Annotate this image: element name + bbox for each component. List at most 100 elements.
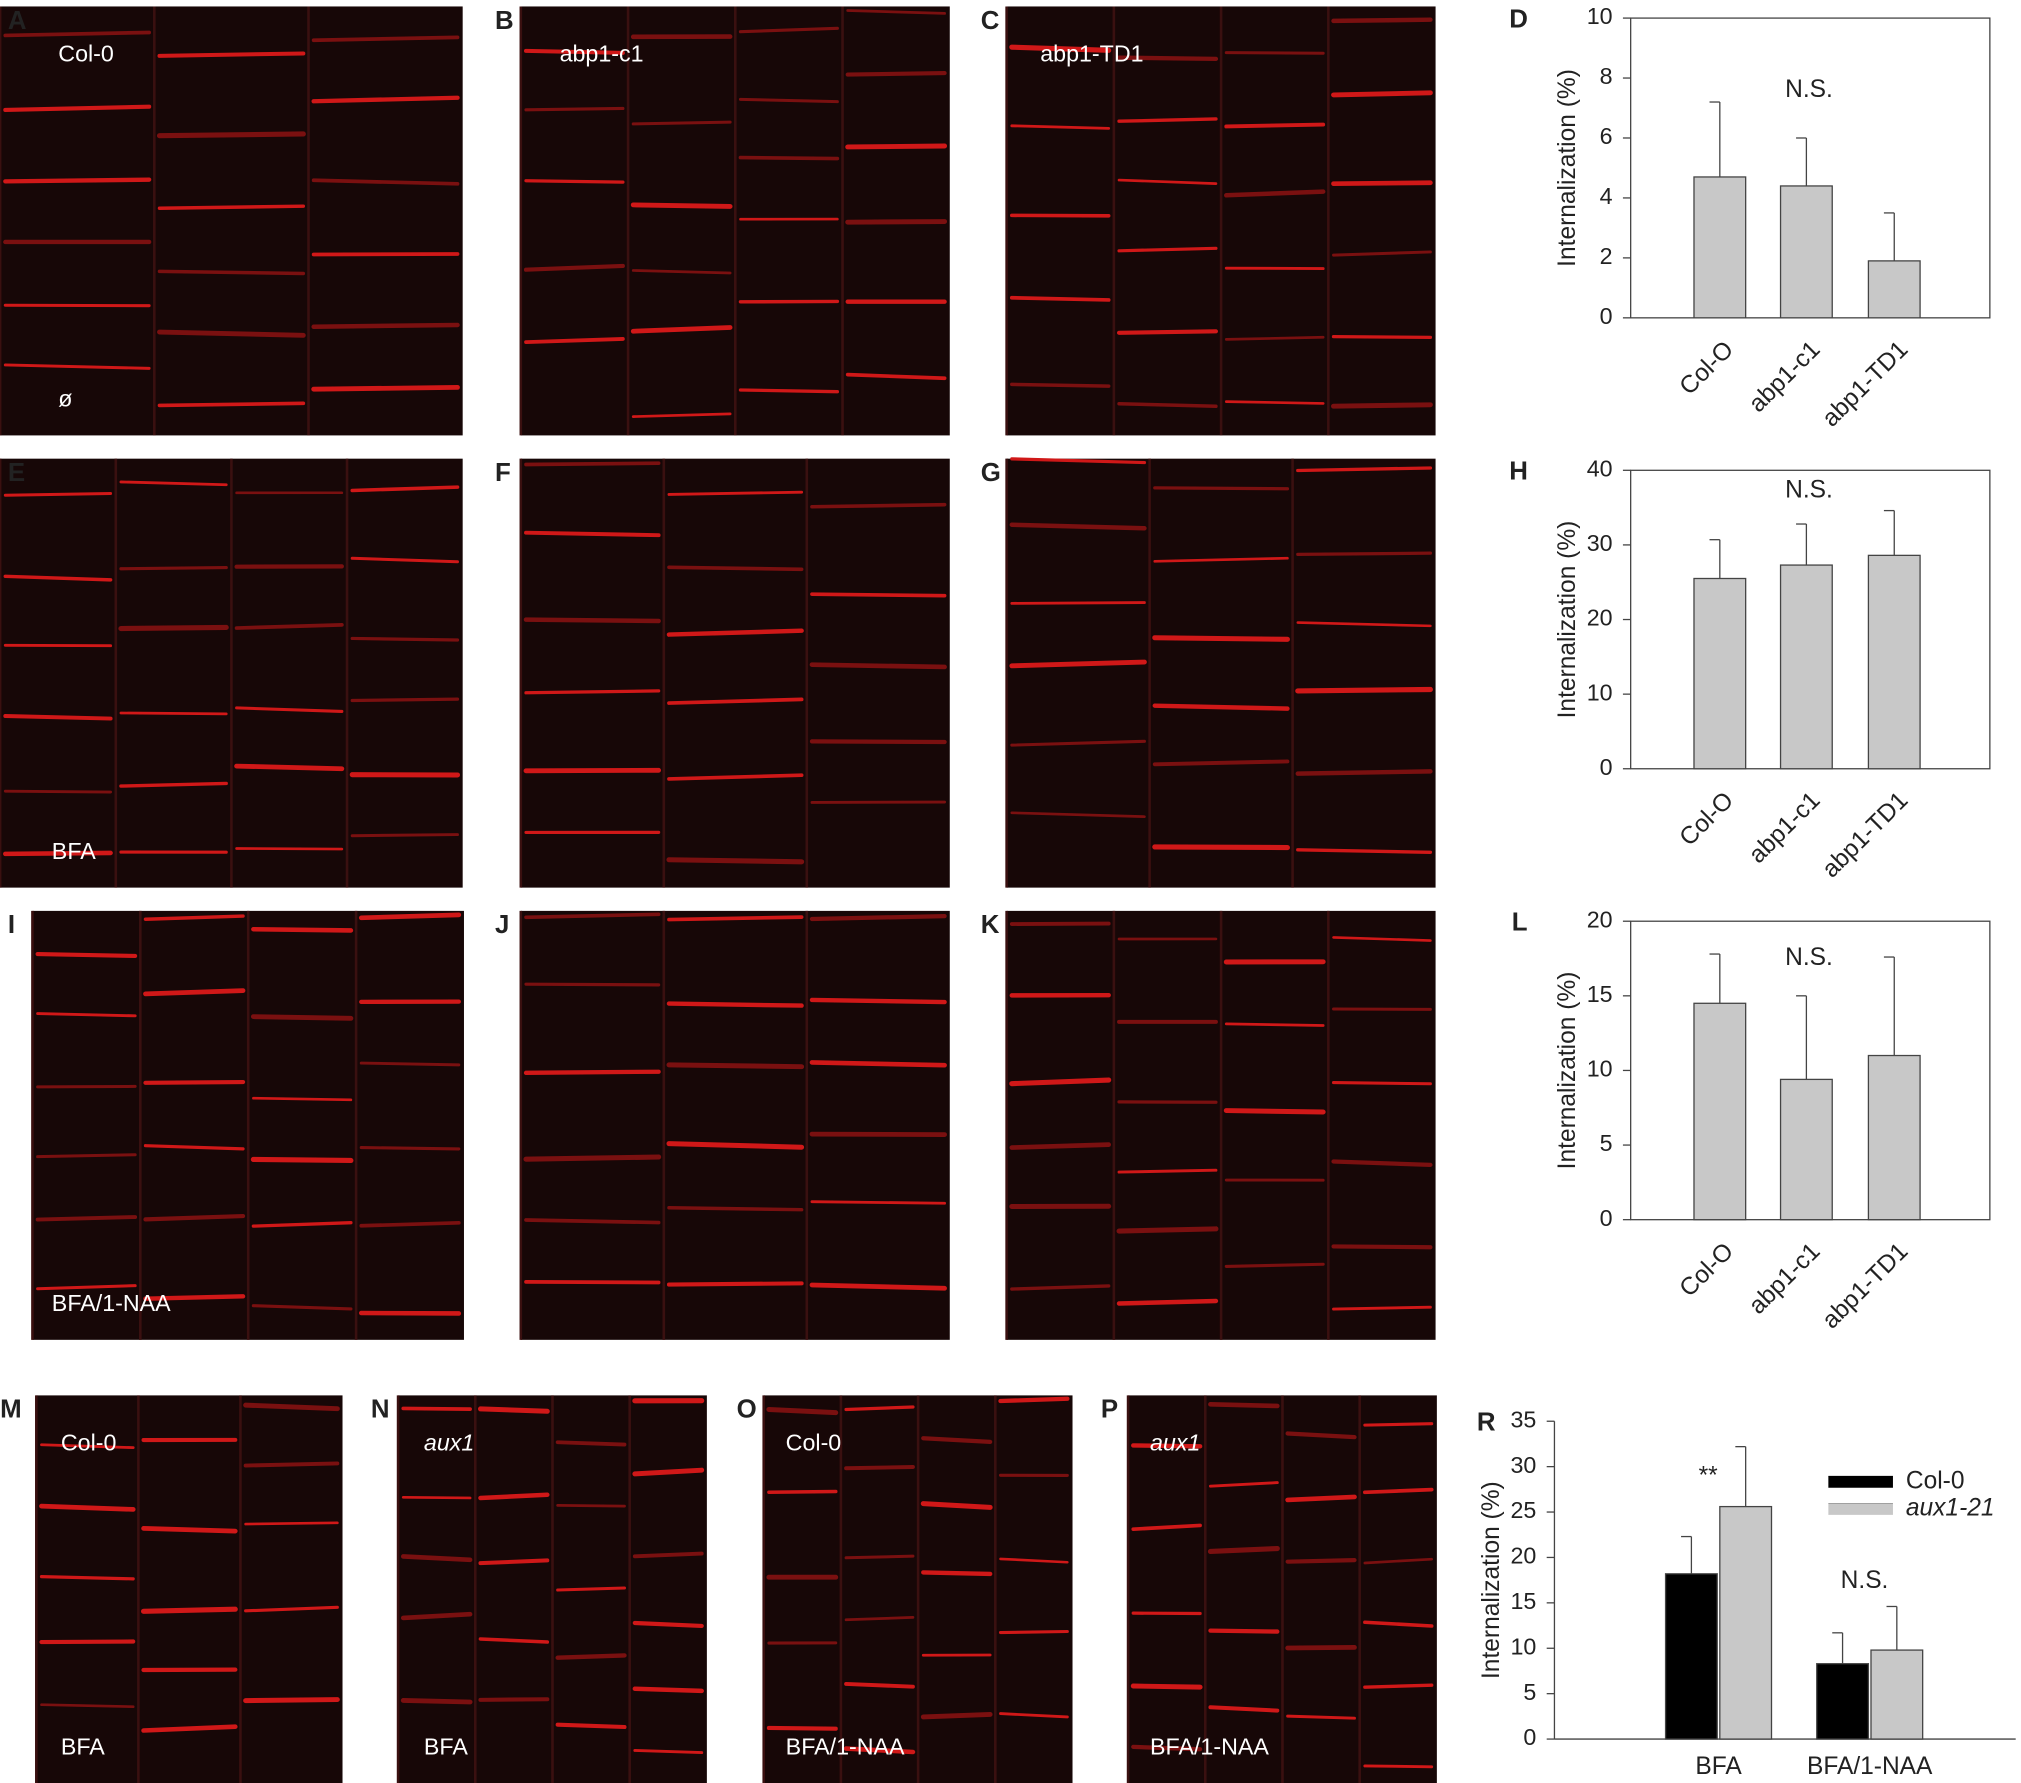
y-tick-label: 0: [1600, 1205, 1613, 1231]
cell-membrane: [810, 592, 947, 598]
cell-membrane: [524, 1218, 661, 1225]
y-axis-label: Internalization (%): [1554, 972, 1581, 1170]
cell-membrane: [234, 763, 345, 772]
cell-membrane: [1152, 635, 1290, 642]
cell-membrane: [359, 1220, 461, 1228]
micrograph: [0, 6, 463, 436]
cell-membrane: [524, 337, 625, 345]
error-bar: [1883, 509, 1895, 556]
panel-label: aux1: [1150, 1430, 1200, 1456]
cell-membrane: [119, 565, 228, 571]
cell-membrane: [1131, 1744, 1203, 1752]
cell-membrane: [1224, 400, 1325, 405]
panel-label: BFA/1-NAA: [1150, 1733, 1269, 1759]
cell-membrane: [1116, 55, 1219, 62]
x-tick-label: abp1-c1: [1744, 1238, 1826, 1320]
panel-letter: R: [1477, 1409, 1496, 1437]
cell-membrane: [1285, 1431, 1357, 1440]
cell-membrane: [1295, 686, 1433, 694]
cell-membrane: [1117, 246, 1218, 253]
cell-membrane: [523, 617, 661, 624]
cell-membrane: [1224, 335, 1325, 341]
cell-membrane: [1010, 1284, 1111, 1291]
x-tick-label: abp1-c1: [1744, 787, 1826, 869]
panel-letter: O: [737, 1396, 757, 1424]
cell-membrane: [143, 1079, 246, 1085]
cell-membrane: [809, 1131, 947, 1137]
y-tick-label: 10: [1587, 679, 1613, 705]
error-bar: [1796, 523, 1808, 566]
cell-membrane: [143, 1144, 245, 1151]
cell-membrane: [809, 662, 947, 670]
bar: [1870, 1649, 1924, 1740]
cell-membrane: [119, 781, 228, 788]
cell-membrane: [478, 1492, 550, 1501]
cell-membrane: [523, 1154, 662, 1162]
cell-membrane: [523, 1069, 661, 1075]
cell-membrane: [250, 1014, 354, 1021]
cell-membrane: [350, 833, 459, 838]
cell-membrane: [1331, 17, 1433, 24]
x-tick-label: abp1-TD1: [1817, 1238, 1913, 1334]
cell-membrane: [401, 1406, 472, 1411]
cell-membrane: [251, 1221, 353, 1228]
cell-membrane: [1224, 1262, 1325, 1268]
x-tick-label: Col-O: [1675, 787, 1739, 851]
cell-membrane: [234, 623, 344, 630]
panel-letter: L: [1512, 909, 1528, 937]
y-tick-label: 10: [1587, 1056, 1613, 1082]
cell-membrane: [810, 502, 947, 509]
cell-membrane: [524, 1280, 661, 1285]
cell-membrane: [141, 1724, 238, 1733]
bar: [1867, 260, 1921, 319]
cell-membrane: [39, 1503, 136, 1512]
cell-membrane: [157, 329, 306, 338]
cell-membrane: [3, 789, 113, 794]
panel-label: BFA: [61, 1733, 105, 1759]
cell-membrane: [401, 1495, 472, 1500]
cell-membrane: [1331, 1081, 1432, 1086]
cell-membrane: [140, 1606, 238, 1614]
bar: [1693, 1002, 1747, 1221]
cell-membrane: [1296, 848, 1433, 854]
annotation: N.S.: [1785, 76, 1833, 103]
cell-membrane: [1117, 401, 1218, 409]
cell-membrane: [632, 1467, 705, 1477]
panel-letter: B: [495, 7, 514, 35]
panel-letter: I: [8, 911, 15, 939]
y-tick-label: 30: [1587, 530, 1613, 556]
cell-membrane: [39, 1639, 136, 1645]
cell-membrane: [243, 1402, 340, 1412]
cell-membrane: [350, 636, 460, 642]
panel-label: BFA/1-NAA: [52, 1290, 171, 1316]
y-axis-label: Internalization (%): [1554, 521, 1581, 719]
x-tick-label: abp1-c1: [1744, 336, 1826, 418]
cell-membrane: [1117, 117, 1218, 123]
cell-membrane: [632, 1551, 704, 1559]
cell-membrane: [1152, 844, 1290, 851]
y-tick-label: 20: [1587, 906, 1613, 932]
cell-membrane: [235, 847, 344, 851]
cell-membrane: [738, 155, 840, 161]
cell-membrane: [251, 926, 354, 933]
cell-membrane: [1130, 1683, 1203, 1690]
panel-letter: H: [1509, 458, 1528, 486]
cell-membrane: [524, 461, 661, 467]
cell-membrane: [630, 202, 733, 209]
y-axis-label: Internalization (%): [1478, 1481, 1505, 1679]
cell-membrane: [3, 714, 113, 721]
cell-membrane: [40, 1703, 135, 1708]
bar: [1779, 564, 1833, 770]
cell-membrane: [632, 1620, 704, 1629]
cell-membrane: [998, 1629, 1069, 1635]
panel-label: aux1: [424, 1430, 474, 1456]
bar: [1719, 1505, 1773, 1740]
cell-membrane: [1153, 556, 1289, 563]
error-bar: [1886, 1605, 1898, 1651]
panel-label: Col-0: [786, 1430, 842, 1456]
cell-membrane: [477, 1406, 550, 1414]
cell-membrane: [311, 384, 460, 392]
y-tick-label: 5: [1523, 1679, 1536, 1705]
micrograph: [1006, 458, 1436, 888]
cell-membrane: [143, 914, 245, 921]
